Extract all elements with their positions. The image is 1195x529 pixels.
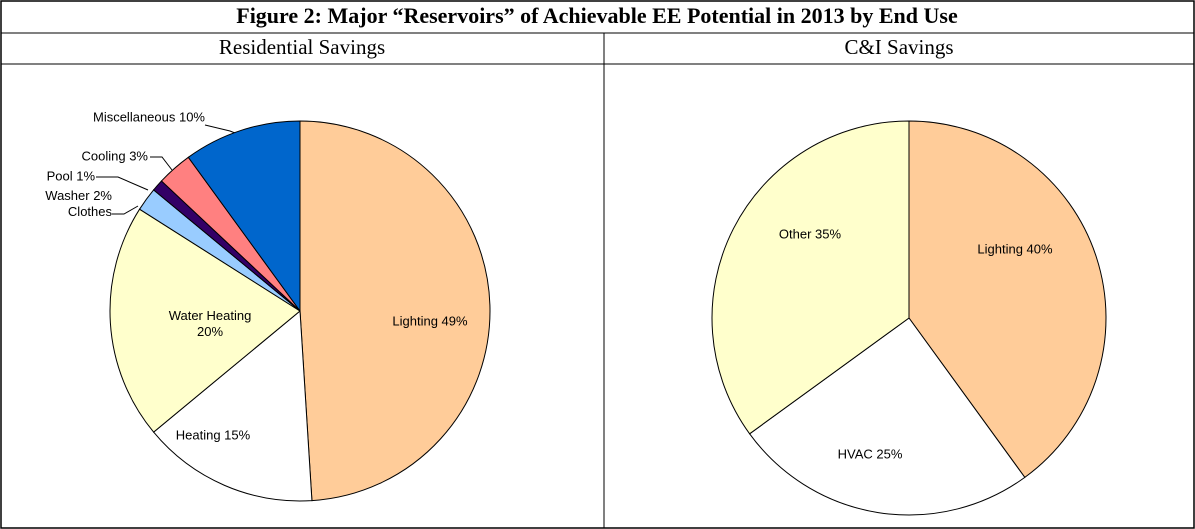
pie-slice <box>187 120 301 313</box>
slice-label: Water Heating 20% <box>169 308 252 339</box>
slice-label: Cooling 3% <box>82 148 149 163</box>
pie-slice <box>908 120 1107 479</box>
slice-label: Other 35% <box>779 226 842 241</box>
slice-label: HVAC 25% <box>838 446 903 461</box>
pie-slice <box>299 120 491 502</box>
chart-title: Residential Savings <box>219 35 385 59</box>
leader-line <box>96 176 149 191</box>
pie-slice <box>711 120 910 435</box>
chart-title: C&I Savings <box>844 35 953 59</box>
pie-slice <box>748 317 1026 516</box>
pie-slice <box>109 208 301 433</box>
leader-line <box>150 156 173 171</box>
slice-label: Washer 2% Clothes <box>45 188 112 219</box>
pie-slice <box>152 309 313 502</box>
slice-label: Pool 1% <box>47 168 96 183</box>
figure-title: Figure 2: Major “Reservoirs” of Achievab… <box>236 3 958 28</box>
slice-label: Heating 15% <box>176 427 251 442</box>
slice-label: Lighting 40% <box>977 241 1053 256</box>
slice-label: Lighting 49% <box>392 313 468 328</box>
leader-line <box>112 205 139 215</box>
slice-label: Miscellaneous 10% <box>93 109 205 124</box>
